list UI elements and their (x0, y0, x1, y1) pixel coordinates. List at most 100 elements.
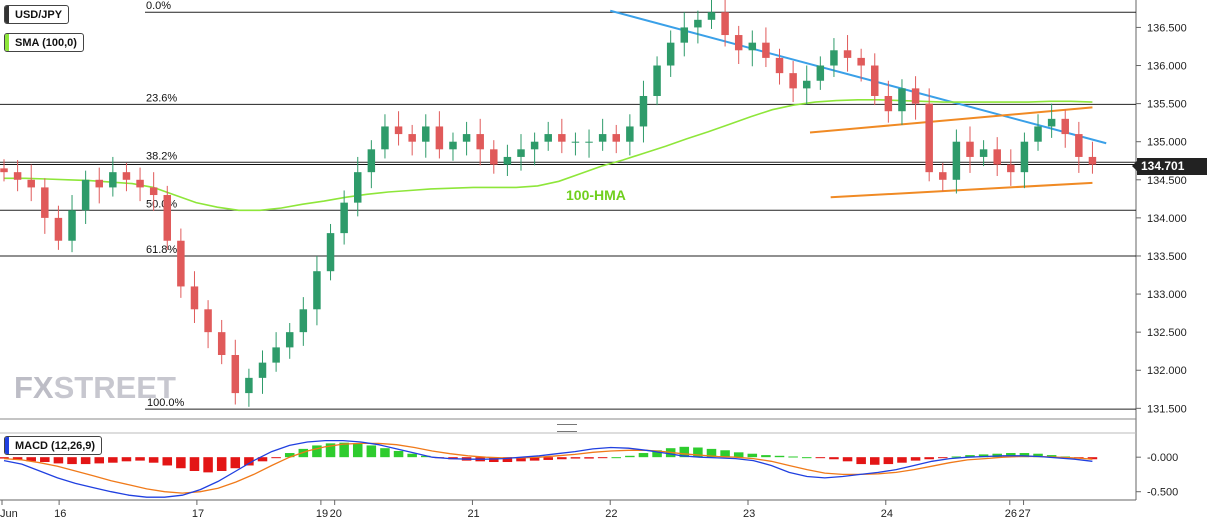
trendline-channel-bottom[interactable] (830, 181, 1093, 199)
macd-histogram-bar (421, 455, 431, 458)
candle-body (313, 271, 321, 310)
candle-body (925, 103, 933, 173)
candle-body (95, 179, 103, 188)
candle-body (558, 134, 566, 142)
macd-histogram-bar (706, 448, 717, 458)
candle-body (422, 126, 430, 142)
macd-histogram-bar (720, 450, 730, 458)
y-tick-label: 135.000 (1147, 137, 1187, 149)
symbol-legend[interactable]: USD/JPY (4, 5, 70, 24)
macd-histogram-bar (40, 457, 50, 463)
y-tick-label: 132.000 (1147, 365, 1187, 377)
candle-body (857, 57, 865, 66)
macd-histogram-bar (26, 457, 36, 462)
candle-body (748, 42, 757, 51)
symbol-label: USD/JPY (15, 8, 63, 21)
macd-histogram-bar (502, 457, 513, 463)
candle-body (503, 156, 512, 165)
macd-histogram-bar (679, 446, 690, 458)
candle-body (612, 134, 620, 142)
candle-body (68, 210, 76, 241)
macd-label: MACD (12,26,9) (15, 439, 96, 452)
candle-body (245, 377, 253, 394)
macd-histogram-bar (897, 457, 907, 463)
macd-histogram-bar (856, 457, 866, 465)
macd-histogram-bar (516, 457, 526, 462)
y-tick-label: 132.500 (1147, 327, 1187, 339)
trendline-channel-top[interactable] (809, 106, 1093, 134)
macd-histogram-bar (203, 457, 213, 473)
macd-histogram-bar (0, 457, 9, 459)
candle-body (639, 95, 648, 127)
macd-histogram-bar (80, 457, 91, 465)
candle-body (1047, 118, 1056, 127)
panel-resize-handle[interactable] (557, 424, 577, 432)
macd-histogram-bar (12, 457, 23, 460)
candle-body (367, 149, 376, 173)
macd-histogram-bar (842, 457, 853, 462)
candle-body (13, 172, 22, 180)
macd-histogram-bar (352, 443, 363, 458)
candle-body (204, 309, 212, 333)
candle-body (802, 80, 811, 89)
x-tick-label: Jun (0, 508, 18, 520)
candle-body (884, 95, 893, 112)
hma-line (4, 99, 1093, 212)
macd-histogram-bar (1087, 457, 1098, 460)
hma-100-line (4, 99, 1093, 212)
macd-histogram-bar (543, 457, 553, 460)
candle-body (449, 141, 457, 150)
trendline-resistance[interactable] (609, 9, 1107, 145)
y-axis-ticks: 136.500 136.000 135.500 135.000 134.500 134.0… (1136, 22, 1187, 415)
macd-histogram-bar (652, 450, 662, 458)
fib-label: 61.8% (146, 244, 177, 256)
candle-body (530, 141, 539, 150)
sma-legend[interactable]: SMA (100,0) (4, 33, 84, 52)
last-price-tag: 134.701 (1132, 158, 1207, 175)
x-tick-label: 16 (54, 508, 66, 520)
macd-histogram-bar (733, 452, 744, 458)
macd-histogram-bar (135, 457, 145, 461)
macd-histogram-bar (774, 455, 785, 458)
candle-body (598, 134, 607, 142)
candle-body (517, 149, 525, 157)
macd-histogram-bar (216, 457, 227, 471)
candle-body (149, 187, 158, 196)
fib-label: 100.0% (147, 397, 185, 409)
x-tick-label: 23 (743, 508, 755, 520)
macd-tick-label: -0.000 (1147, 452, 1178, 464)
macd-histogram-bar (611, 457, 622, 459)
candle-body (1075, 134, 1083, 157)
candle-body (326, 233, 335, 272)
candle-body (843, 50, 852, 58)
macd-histogram-bar (529, 457, 540, 461)
candle-body (911, 88, 920, 104)
candle-body (1007, 164, 1015, 173)
x-tick-label: 26 (1005, 508, 1017, 520)
candle-body (476, 134, 484, 150)
candle-body (41, 187, 49, 218)
candle-body (979, 149, 988, 157)
macd-histogram-bar (597, 457, 608, 459)
y-tick-label: 131.500 (1147, 403, 1187, 415)
fxstreet-logo: FXSTREET (14, 370, 176, 405)
macd-histogram-bar (325, 443, 336, 458)
candle-body (177, 240, 185, 287)
macd-histogram-bar (869, 457, 880, 465)
candle-body (190, 286, 199, 310)
candle-body (694, 19, 702, 28)
macd-histogram-bar (938, 457, 948, 459)
macd-legend[interactable]: MACD (12,26,9) (4, 436, 103, 455)
fib-label: 38.2% (146, 150, 177, 162)
x-tick-label: 20 (330, 508, 342, 520)
macd-histogram-bar (625, 455, 635, 458)
candle-body (585, 141, 593, 143)
candle-body (830, 50, 838, 66)
macd-histogram-bar (67, 457, 77, 465)
macd-histogram-bar (366, 445, 377, 458)
y-tick-label: 133.000 (1147, 289, 1187, 301)
macd-histogram-bar (312, 445, 322, 458)
candle-body (653, 65, 661, 96)
sma-label: SMA (100,0) (15, 36, 77, 49)
